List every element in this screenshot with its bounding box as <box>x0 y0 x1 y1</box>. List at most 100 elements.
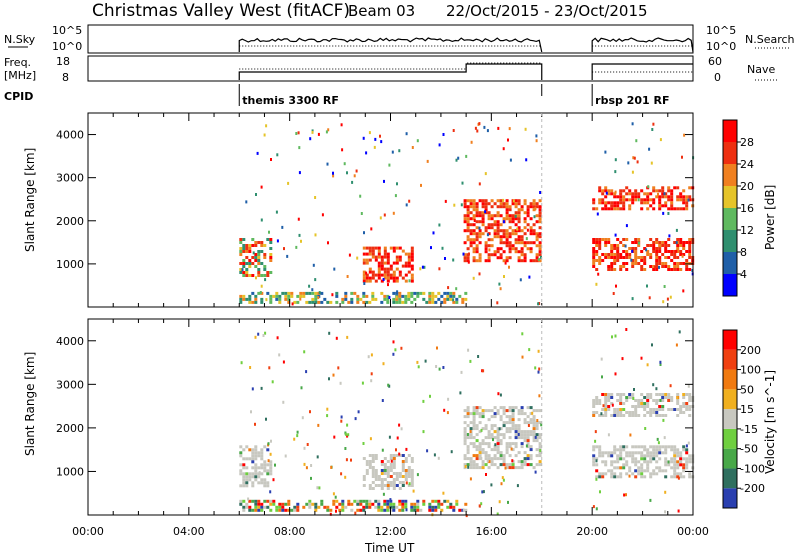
cell <box>410 279 414 283</box>
cell <box>341 508 345 512</box>
cell <box>490 238 494 242</box>
cell <box>601 253 605 256</box>
cell <box>487 409 491 413</box>
cell <box>598 247 602 250</box>
cell <box>595 411 599 414</box>
cell <box>401 484 405 487</box>
scatter-point <box>636 160 639 164</box>
scatter-point <box>382 362 385 366</box>
cell <box>523 226 527 230</box>
cell <box>655 195 659 199</box>
scatter-point <box>388 163 391 167</box>
cell <box>484 409 488 413</box>
cell <box>395 261 399 265</box>
scatter-point <box>480 428 483 432</box>
cell <box>490 244 494 248</box>
colorbar-swatch-0 <box>723 274 737 296</box>
scatter-point <box>335 336 338 340</box>
scatter-point <box>400 346 403 350</box>
scatter-point <box>683 133 686 137</box>
cell <box>338 508 342 512</box>
cell <box>401 264 405 268</box>
beam-label: Beam 03 <box>348 2 415 20</box>
cell <box>517 466 521 470</box>
scatter-point <box>346 171 348 175</box>
cell <box>401 499 405 503</box>
cell <box>269 499 273 503</box>
cell <box>239 499 243 503</box>
cell <box>598 256 602 259</box>
scatter-point <box>677 476 680 480</box>
freq-traces <box>238 62 693 80</box>
cell <box>404 264 408 268</box>
cell <box>392 502 396 506</box>
cell <box>679 238 683 241</box>
cell <box>481 211 485 215</box>
cell <box>643 198 647 202</box>
cell <box>676 262 680 265</box>
cell <box>428 508 432 512</box>
cell <box>538 451 542 455</box>
cell <box>532 433 536 437</box>
cell <box>428 502 432 506</box>
cell <box>260 454 264 458</box>
cell <box>269 502 273 506</box>
cell <box>469 433 473 437</box>
cell <box>484 451 488 455</box>
cell <box>499 406 503 410</box>
cell <box>610 463 614 467</box>
cell <box>517 202 521 206</box>
cell <box>661 469 665 473</box>
cell <box>440 508 444 512</box>
cell <box>661 445 665 449</box>
scatter-point <box>254 335 257 339</box>
cell <box>389 463 393 466</box>
cell <box>499 442 503 446</box>
cell <box>520 466 524 470</box>
cell <box>383 463 387 466</box>
cell <box>517 250 521 254</box>
cell <box>380 279 384 283</box>
cell <box>685 201 689 205</box>
cell <box>455 300 459 304</box>
cell <box>646 405 650 408</box>
cell <box>463 454 467 458</box>
cell <box>287 300 291 304</box>
scatter-point <box>314 196 317 199</box>
cell <box>475 220 479 224</box>
cell <box>508 466 512 470</box>
cell <box>640 451 644 455</box>
cell <box>401 508 405 512</box>
cell <box>251 484 255 488</box>
cell <box>374 454 378 457</box>
cell <box>374 279 378 283</box>
cell <box>254 297 258 301</box>
cell <box>472 205 476 209</box>
cell <box>517 220 521 224</box>
cell <box>670 445 674 449</box>
cell <box>466 409 470 413</box>
x-tick-label-1: 04:00 <box>173 525 205 538</box>
cell <box>667 268 671 271</box>
scatter-point <box>298 171 301 175</box>
scatter-point <box>332 492 335 496</box>
cell <box>613 201 617 205</box>
cell <box>359 508 363 512</box>
cell <box>619 445 623 449</box>
cell <box>610 189 614 193</box>
scatter-point <box>478 504 481 508</box>
cell <box>257 508 261 512</box>
cell <box>505 256 509 260</box>
cell <box>634 247 638 250</box>
cell <box>607 192 611 196</box>
scatter-point <box>314 278 317 282</box>
cell <box>688 253 692 256</box>
scatter-point <box>682 289 685 293</box>
cell <box>658 408 662 411</box>
cell <box>622 250 626 253</box>
cell <box>434 294 438 298</box>
cell <box>383 297 387 301</box>
cell <box>496 457 500 461</box>
cell <box>631 241 635 244</box>
cell <box>487 430 491 434</box>
